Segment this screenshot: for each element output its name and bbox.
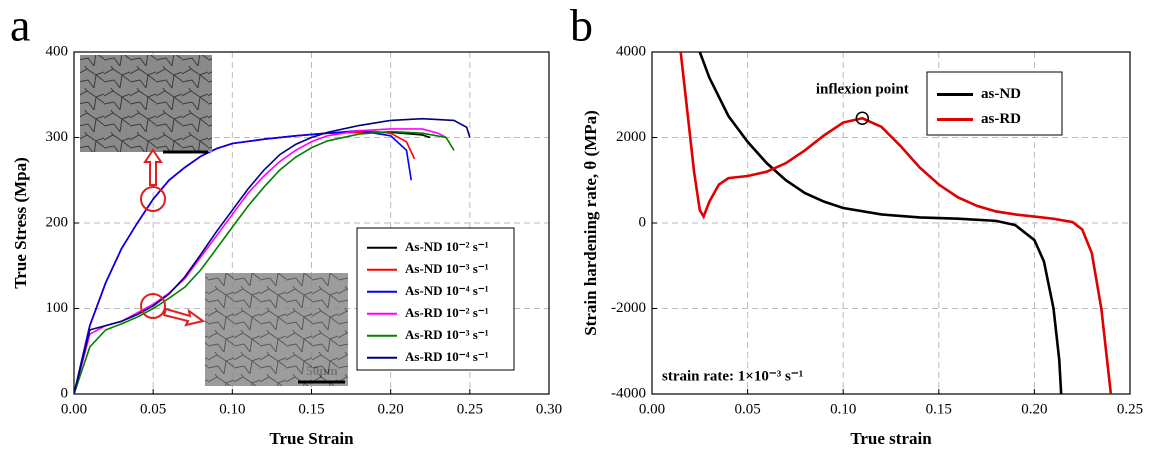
- panel-label: a: [10, 0, 30, 51]
- legend-label: As-ND 10⁻³ s⁻¹: [405, 261, 489, 276]
- legend-label: As-ND 10⁻² s⁻¹: [405, 239, 489, 254]
- series-line: [698, 52, 1063, 394]
- callout-arrow: [162, 307, 206, 327]
- legend-box: [926, 71, 1063, 136]
- y-tick-label: -2000: [611, 300, 646, 316]
- y-tick-label: 0: [639, 214, 647, 230]
- y-axis-title: Strain hardening rate, θ (MPa): [581, 110, 600, 336]
- y-axis-title: True Stress (Mpa): [11, 157, 30, 289]
- annotation: inflexion point: [816, 82, 909, 98]
- callouts: [140, 148, 206, 327]
- legend-label: as-ND: [981, 86, 1021, 102]
- callout-circle: [140, 186, 166, 212]
- x-tick-label: 0.05: [140, 401, 166, 417]
- x-tick-label: 0.30: [536, 401, 562, 417]
- callout-circle: [140, 293, 166, 319]
- y-tick-label: 300: [46, 129, 69, 145]
- x-tick-label: 0.25: [1117, 401, 1143, 417]
- x-tick-label: 0.15: [298, 401, 324, 417]
- legend-label: As-RD 10⁻² s⁻¹: [405, 305, 489, 320]
- legend-label: As-RD 10⁻⁴ s⁻¹: [405, 349, 489, 364]
- series-line: [679, 52, 1113, 394]
- legend-label: As-ND 10⁻⁴ s⁻¹: [405, 283, 489, 298]
- y-tick-label: 100: [46, 300, 69, 316]
- inset-top: [80, 55, 212, 154]
- annotation: strain rate: 1×10⁻³ s⁻¹: [662, 368, 803, 384]
- callout-arrow: [143, 148, 163, 186]
- plot-frame: [73, 51, 550, 395]
- annotation-marker: [855, 111, 870, 126]
- plot-frame: [651, 51, 1131, 395]
- legend-label: As-RD 10⁻³ s⁻¹: [405, 327, 489, 342]
- x-tick-label: 0.25: [457, 401, 483, 417]
- x-tick-label: 0.20: [378, 401, 404, 417]
- inset-bottom: [205, 273, 348, 386]
- y-tick-label: 400: [46, 43, 69, 59]
- micrograph: [205, 273, 348, 386]
- x-tick-label: 0.00: [639, 401, 665, 417]
- x-tick-label: 0.10: [830, 401, 856, 417]
- legend-box: [356, 227, 515, 371]
- y-tick-label: 0: [61, 385, 69, 401]
- series-line: [74, 130, 455, 394]
- series-group: [74, 117, 471, 394]
- x-tick-label: 0.05: [734, 401, 760, 417]
- series-group: [679, 52, 1113, 394]
- x-axis-title: True strain: [850, 429, 932, 448]
- y-tick-label: 2000: [616, 129, 646, 145]
- panel-label: b: [570, 0, 593, 51]
- y-tick-label: 4000: [616, 43, 646, 59]
- x-axis-title: True Strain: [269, 429, 354, 448]
- series-line: [74, 117, 471, 394]
- plot-b: 0.00 0.05 0.10 0.15 0.20 0.25 -4000 -2000 0 2000 4…: [581, 43, 1143, 447]
- x-tick-label: 0.10: [219, 401, 245, 417]
- x-tick-label: 0.20: [1021, 401, 1047, 417]
- plot-a: 0.00 0.05 0.10 0.15 0.20 0.25 0.30 0 100 200 300 40…: [11, 43, 562, 447]
- x-tick-label: 0.00: [61, 401, 87, 417]
- series-line: [74, 129, 413, 394]
- x-tick-label: 0.15: [926, 401, 952, 417]
- micrograph: [80, 55, 212, 152]
- y-tick-label: 200: [46, 214, 69, 230]
- legend-label: as-RD: [981, 111, 1021, 127]
- y-tick-label: -4000: [611, 385, 646, 401]
